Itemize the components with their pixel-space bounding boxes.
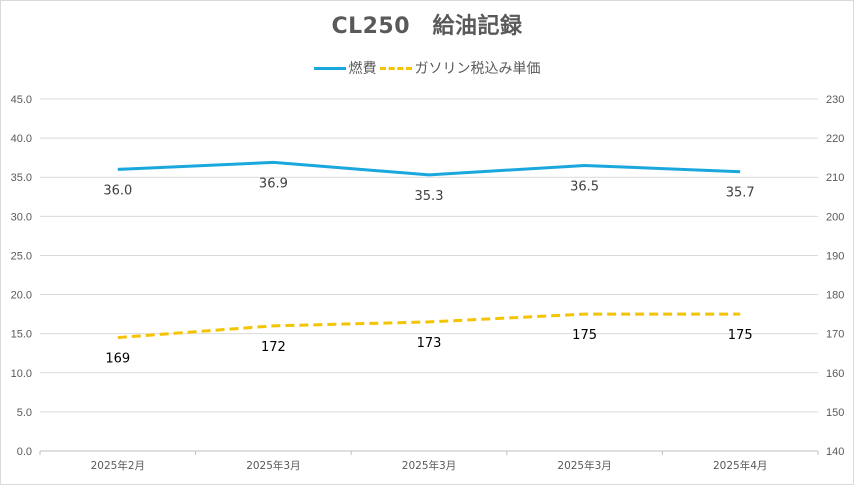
y-right-tick-label: 210 [826,172,844,184]
legend-label: 燃費 [348,61,377,77]
data-label: 175 [728,328,753,343]
data-label: 173 [417,336,442,351]
data-label: 175 [572,328,597,343]
y-left-tick-label: 10.0 [11,368,32,380]
y-left-tick-label: 45.0 [11,94,32,106]
series-line-gas-price [117,312,741,340]
y-right-tick-label: 220 [826,133,844,145]
x-tick-label: 2025年4月 [713,459,767,472]
y-left-tick-label: 30.0 [11,211,32,223]
y-right-tick-label: 150 [826,407,844,419]
data-label: 169 [105,352,130,367]
legend: 燃費 ガソリン税込み単価 [0,58,854,78]
legend-swatch-solid-line [313,66,346,70]
data-label: 36.0 [103,183,132,198]
y-right-tick-label: 140 [826,446,844,458]
legend-label: ガソリン税込み単価 [414,61,541,77]
legend-item-fuel-economy[interactable]: 燃費 [313,58,377,78]
y-left-tick-label: 0.0 [17,446,32,458]
data-label: 35.7 [726,186,755,201]
x-tick-label: 2025年3月 [246,459,300,472]
chart-title: CL250 給油記録 [331,14,523,39]
y-right-tick-label: 190 [826,250,844,262]
y-right-tick-label: 180 [826,290,844,302]
data-label: 172 [261,340,286,355]
series-line-fuel-economy [117,160,741,177]
x-tick-label: 2025年3月 [402,459,456,472]
y-left-tick-label: 15.0 [11,329,32,341]
y-left-tick-label: 40.0 [11,133,32,145]
data-label: 36.5 [570,179,599,194]
data-label: 35.3 [415,189,444,204]
y-right-tick-label: 230 [826,94,844,106]
y-right-tick-label: 170 [826,329,844,341]
y-right-tick-label: 160 [826,368,844,380]
y-left-tick-label: 25.0 [11,250,32,262]
legend-swatch-dashed-line [379,66,412,70]
legend-item-gas-price[interactable]: ガソリン税込み単価 [377,58,541,78]
x-tick-label: 2025年3月 [557,459,611,472]
x-tick-label: 2025年2月 [91,459,145,472]
y-left-tick-label: 35.0 [11,172,32,184]
data-label: 36.9 [259,176,288,191]
y-right-tick-label: 200 [826,211,844,223]
y-left-tick-label: 5.0 [17,407,32,419]
y-left-tick-label: 20.0 [11,290,32,302]
